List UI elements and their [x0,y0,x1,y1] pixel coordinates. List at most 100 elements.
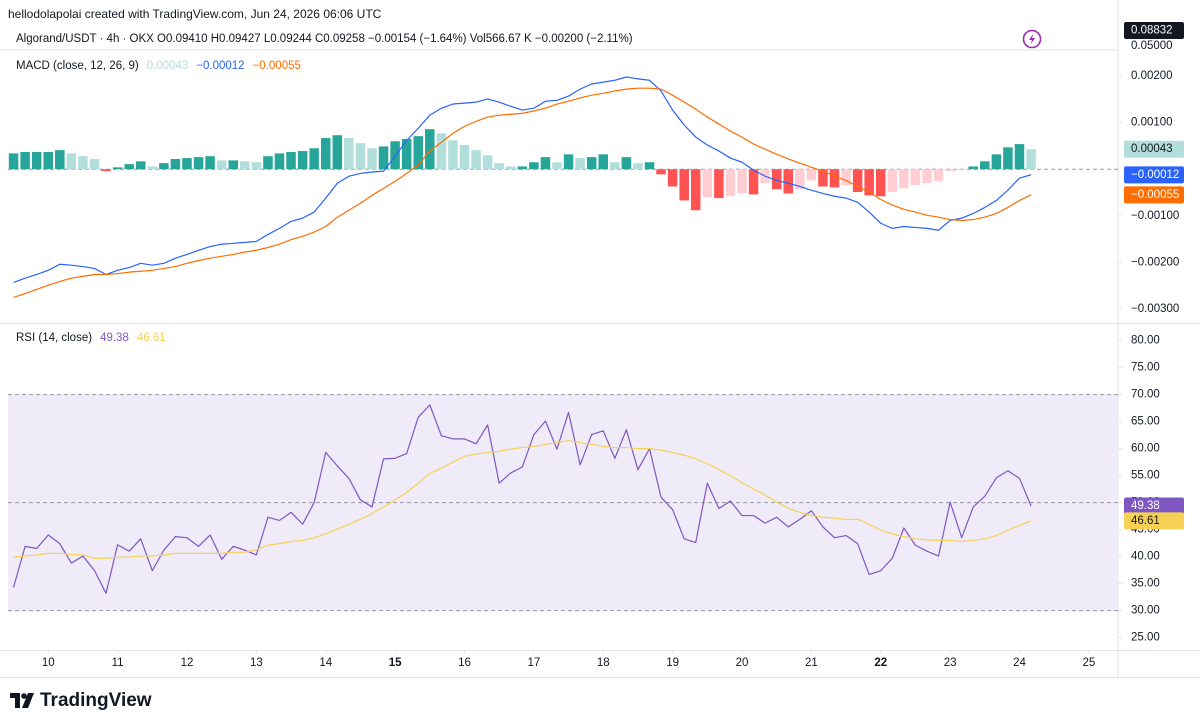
histogram-bar [563,154,574,170]
histogram-bar [586,157,597,170]
footer-logo: TradingView [10,690,152,711]
x-tick-label: 23 [944,657,957,669]
flash-bolt[interactable] [1029,33,1035,45]
histogram-bar [216,160,227,170]
histogram-bar [471,150,481,170]
histogram-bar [899,169,909,189]
price-badge-text: 0.08832 [1131,25,1173,37]
histogram-bar [529,162,539,170]
last-value-badge-text: −0.00055 [1131,189,1179,201]
pane-rsi: 80.0075.0070.0065.0060.0055.0050.0045.00… [8,335,1160,669]
y-tick-label: 0.00100 [1131,117,1173,129]
last-value-badge [1124,166,1184,184]
histogram-bar [401,138,412,170]
histogram-bar [263,156,273,170]
histogram-bar [806,169,817,181]
y-tick-label: −0.00300 [1131,303,1179,315]
x-tick-label: 12 [181,657,194,669]
histogram-bar [517,166,528,170]
histogram-bar [320,138,331,170]
histogram-bar [714,169,724,199]
histogram-bar [1014,144,1025,170]
histogram-bar [20,152,30,170]
histogram-bar [737,169,747,194]
histogram-bar [656,169,666,175]
histogram-bar [679,169,689,201]
histogram-bar [771,169,782,190]
x-tick-label: 13 [250,657,263,669]
histogram-bar [783,169,794,194]
histogram-bar [494,163,504,170]
legend-value: 46.61 [137,332,166,344]
x-tick-label: 15 [389,657,402,669]
histogram-bar [795,169,805,190]
legend-value: −0.00012 [196,60,244,72]
histogram-bar [968,166,978,170]
histogram-bar [332,135,343,170]
histogram-bar [922,169,932,184]
indicator-title: MACD (close, 12, 26, 9) [16,60,139,72]
flash-icon[interactable] [1022,29,1042,49]
histogram-bar [344,138,354,170]
histogram-bar [644,162,655,170]
last-value-badge-text: 49.38 [1131,500,1160,512]
histogram-bar [378,146,389,170]
x-tick-label: 16 [458,657,471,669]
x-tick-label: 14 [319,657,332,669]
y-tick-label: 30.00 [1131,605,1160,617]
histogram-bar [367,148,377,170]
histogram-bar [610,162,620,170]
legend-value: −0.00055 [253,60,301,72]
histogram-bar [887,169,898,193]
x-tick-label: 11 [112,657,124,669]
histogram-bar [274,153,285,170]
histogram-bar [112,167,123,170]
histogram-bar [413,136,423,170]
histogram-bar [945,169,955,172]
histogram-bar [852,169,863,193]
histogram-bar [425,129,435,170]
histogram-bar [309,148,319,170]
indicator-line [13,439,1032,559]
histogram-bar [193,157,204,170]
histogram-bar [818,169,828,187]
histogram-bar [841,169,851,186]
histogram-bar [251,162,262,170]
symbol-line: Algorand/USDT · 4h · OKX O0.09410 H0.094… [16,33,633,45]
histogram-bar [43,152,53,170]
histogram-bar [633,163,643,170]
histogram-bar [159,163,169,170]
histogram-bar [436,133,447,170]
histogram-bar [170,158,181,170]
histogram-bar [991,154,1002,170]
y-tick-label: 70.00 [1131,389,1160,401]
legend-value: 0.00043 [147,60,189,72]
histogram-bar [297,151,308,170]
histogram-bar [101,169,111,172]
histogram-bar [355,143,366,170]
histogram-bar [575,158,585,170]
y-tick-label: −0.00200 [1131,256,1179,268]
histogram-bar [205,156,215,170]
histogram-bar [228,160,239,170]
price-tick: 0.05000 [1131,40,1173,52]
y-tick-label: 25.00 [1131,632,1160,644]
histogram-bar [980,161,990,170]
histogram-bar [1003,147,1013,170]
x-tick-label: 24 [1013,657,1026,669]
last-value-badge [1124,497,1184,515]
x-tick-label: 22 [874,657,887,669]
x-tick-label: 21 [805,657,818,669]
histogram-bar [690,169,701,211]
indicator-line [13,76,1032,283]
pane-macd: 0.00200 0.00100 −0.00100 −0.00200 −0.00300 [8,70,1179,315]
histogram-bar [89,158,100,170]
histogram-bar [182,158,192,170]
histogram-bar [829,169,840,188]
flash-ring[interactable] [1022,29,1042,49]
x-tick-label: 19 [666,657,679,669]
last-value-badge-text: 46.61 [1131,515,1160,527]
